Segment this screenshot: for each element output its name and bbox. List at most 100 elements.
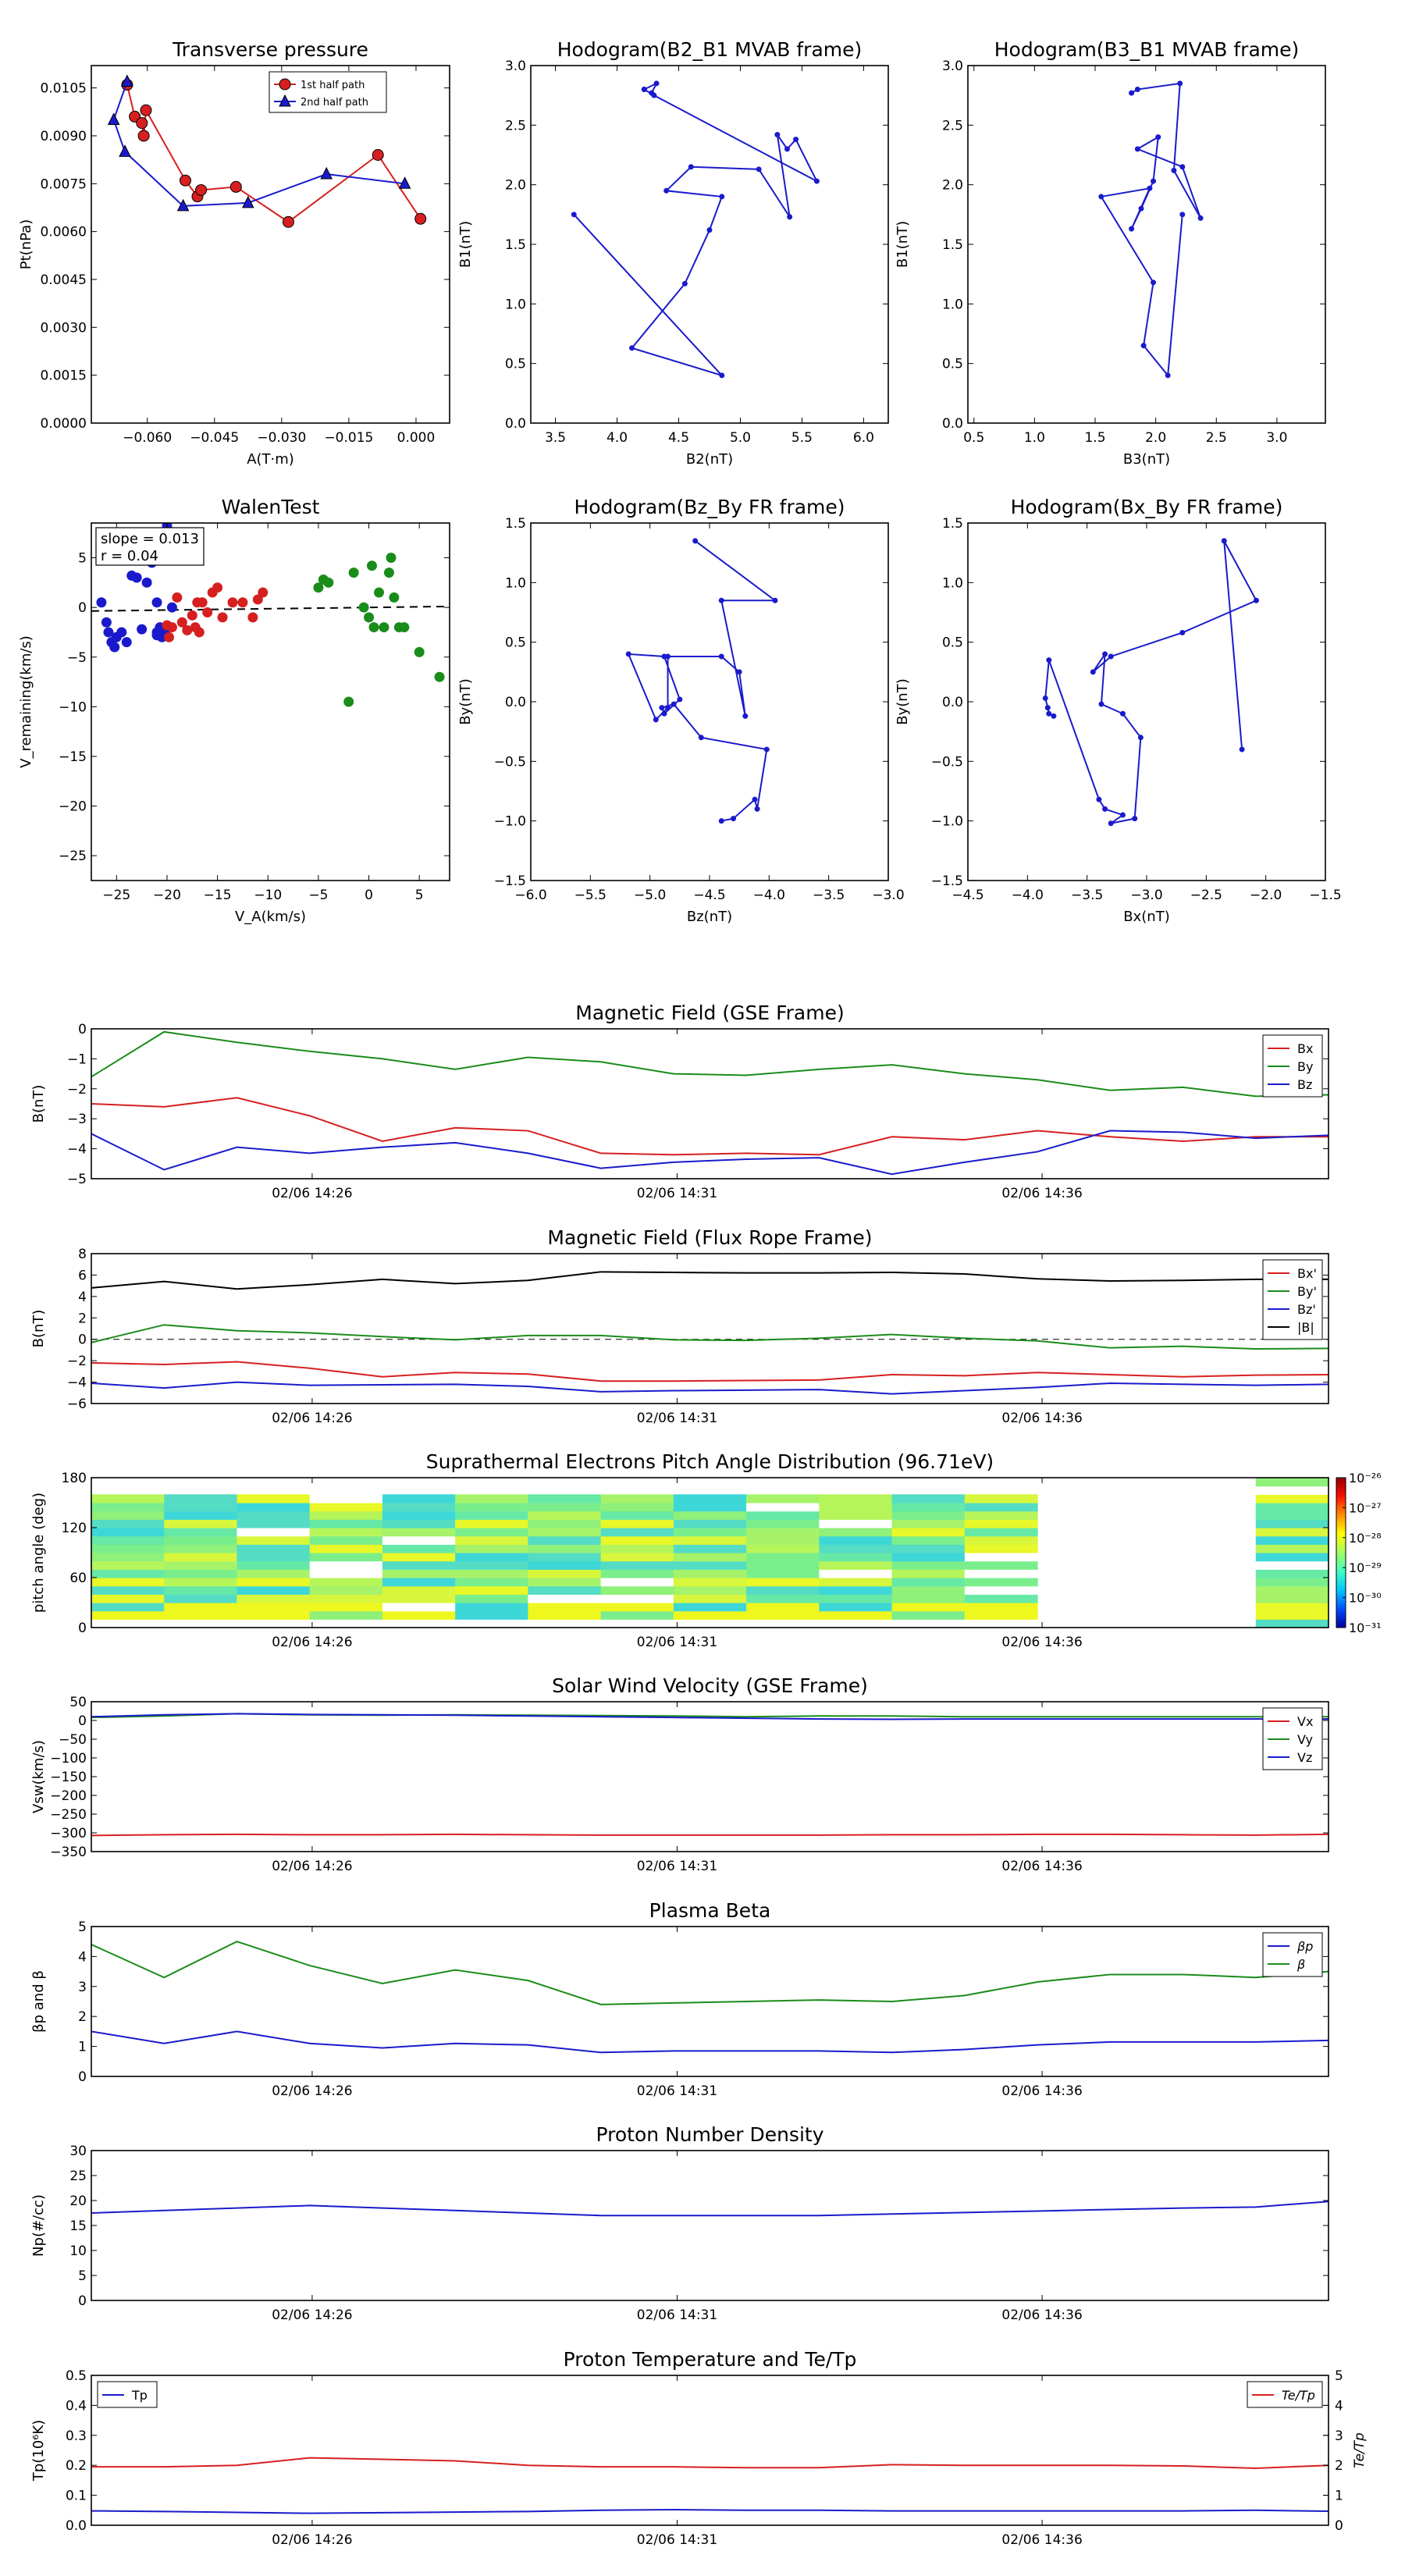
data-point (282, 215, 294, 228)
series-line (91, 1381, 1329, 1395)
y-tick-label: 5 (78, 2268, 87, 2284)
heatmap-cell (237, 1585, 311, 1595)
panel-hodo_b3b1: Hodogram(B3_B1 MVAB frame) 0.5 1.0 1.5 2.0 2.… (895, 38, 1326, 468)
heatmap-cell (964, 1510, 1038, 1520)
data-point (719, 372, 725, 379)
heatmap-cell (819, 1603, 893, 1612)
heatmap-cell (382, 1603, 456, 1612)
heatmap-cell (455, 1528, 529, 1537)
heatmap-cell (528, 1544, 602, 1553)
heatmap-cell (164, 1560, 238, 1570)
heatmap-cell (91, 1544, 165, 1553)
y-tick-label: −250 (50, 1807, 87, 1823)
heatmap-cell (819, 1535, 893, 1545)
data-point (383, 568, 394, 578)
heatmap-cell (382, 1594, 456, 1603)
heatmap-cell (673, 1528, 747, 1537)
x-tick-label: 02/06 14:31 (637, 2307, 717, 2323)
x-tick-label: −4.5 (693, 888, 725, 903)
heatmap-cell (164, 1578, 238, 1587)
heatmap-cell (528, 1553, 602, 1562)
y-tick-label: 4 (78, 1949, 87, 1965)
data-point (754, 806, 760, 812)
x-tick-label: −4.0 (1012, 888, 1044, 903)
legend-label: Bx' (1297, 1266, 1317, 1281)
heatmap-cell (746, 1503, 820, 1512)
heatmap-cell (600, 1610, 674, 1620)
data-point (364, 612, 375, 623)
heatmap-cell (600, 1510, 674, 1520)
data-point (663, 187, 670, 194)
heatmap-cell (455, 1519, 529, 1528)
panel-title: Magnetic Field (Flux Rope Frame) (547, 1226, 872, 1249)
data-point (131, 572, 142, 583)
y-tick-label: 1.5 (942, 237, 963, 253)
y-tick-label: −100 (50, 1751, 87, 1767)
y-tick-label: 20 (69, 2194, 87, 2209)
y-axis-label: B(nT) (30, 1085, 47, 1123)
heatmap-cell (309, 1553, 383, 1562)
y-tick-label: 1.0 (942, 575, 963, 591)
heatmap-cell (91, 1578, 165, 1587)
heatmap-cell (382, 1494, 456, 1503)
annotation-r: r = 0.04 (101, 548, 158, 564)
heatmap-cell (891, 1510, 966, 1520)
y-tick-label: 0.0 (942, 695, 963, 710)
plot-frame (530, 522, 889, 881)
y-tick-label: 3.0 (942, 59, 963, 74)
heatmap-cell (1255, 1594, 1329, 1603)
heatmap-cell (164, 1535, 238, 1545)
y-tick-label: 1 (78, 2040, 87, 2055)
heatmap-cell (164, 1569, 238, 1578)
panel-title: Magnetic Field (GSE Frame) (575, 1002, 844, 1024)
heatmap-cell (673, 1594, 747, 1603)
data-point (1096, 796, 1102, 802)
x-tick-label: 3.5 (545, 430, 566, 446)
heatmap-cell (600, 1553, 674, 1562)
x-tick-label: 02/06 14:26 (272, 2307, 352, 2323)
heatmap-cell (164, 1544, 238, 1553)
heatmap-cell (237, 1594, 311, 1603)
data-point (103, 627, 114, 638)
heatmap-cell (1255, 1528, 1329, 1537)
heatmap-cell (746, 1569, 820, 1578)
y-tick-label: 1.5 (942, 516, 963, 532)
heatmap-cell (164, 1494, 238, 1503)
x-axis-label: Bx(nT) (1123, 909, 1169, 925)
data-point (212, 582, 223, 593)
heatmap-cell (237, 1560, 311, 1570)
heatmap-cell (237, 1503, 311, 1512)
y-tick-label: 0 (78, 2293, 87, 2309)
data-point (793, 137, 799, 143)
data-point (1119, 812, 1126, 818)
heatmap-cell (819, 1510, 893, 1520)
x-tick-label: −3.5 (813, 888, 845, 903)
y-tick-label: 0.0075 (41, 176, 87, 192)
y-tick-label: −1.5 (931, 873, 963, 889)
legend-label: By (1297, 1059, 1313, 1074)
data-point (1042, 695, 1048, 701)
heatmap-cell (819, 1585, 893, 1595)
plot-frame (967, 65, 1326, 424)
data-point (151, 630, 162, 641)
heatmap-cell (600, 1503, 674, 1512)
x-tick-label: −4.0 (753, 888, 785, 903)
series-line (91, 2030, 1329, 2054)
heatmap-cell (600, 1594, 674, 1603)
data-point (774, 132, 781, 138)
heatmap-cell (891, 1578, 966, 1587)
x-tick-label: −20 (153, 888, 181, 903)
x-tick-label: −6.0 (514, 888, 546, 903)
x-tick-label: −3.5 (1071, 888, 1103, 903)
panel-mag_gse: Magnetic Field (GSE Frame) 02/06 14:26 02/… (30, 1002, 1329, 1201)
y-tick-label: −1.5 (494, 873, 526, 889)
y-tick-label: 0.0 (505, 416, 526, 432)
colorbar-tick-label: 10⁻³⁰ (1349, 1591, 1382, 1606)
panel-tp: Proton Temperature and Te/Tp 02/06 14:26 0… (30, 2348, 1368, 2548)
annotation-slope: slope = 0.013 (101, 531, 199, 547)
legend: Te/Tp (1247, 2381, 1323, 2408)
y-tick-label: 0 (78, 1022, 87, 1037)
heatmap-cell (528, 1610, 602, 1620)
